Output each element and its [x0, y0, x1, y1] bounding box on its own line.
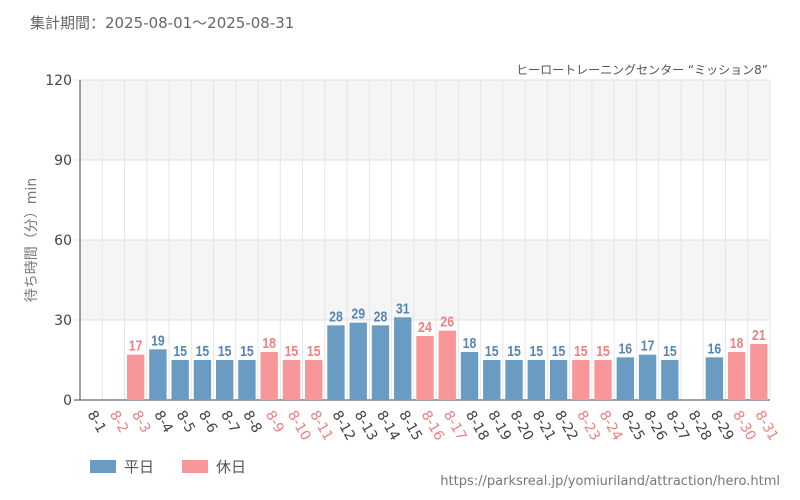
bar	[661, 360, 679, 400]
x-axis-ticks: 8-18-28-38-48-58-68-78-88-98-108-118-128…	[84, 408, 781, 444]
bar	[727, 352, 746, 400]
bar	[594, 360, 612, 400]
data-label: 15	[218, 343, 232, 359]
bar	[638, 354, 657, 400]
y-tick-label: 60	[54, 233, 72, 249]
x-tick-label: 8-31	[751, 408, 781, 444]
data-label: 15	[196, 343, 210, 359]
bar	[527, 360, 545, 400]
bar	[215, 360, 234, 400]
bar	[193, 360, 212, 400]
bar	[705, 357, 724, 400]
bar	[149, 349, 167, 400]
data-label: 24	[418, 319, 432, 335]
data-label: 16	[618, 340, 632, 356]
legend-item-weekday: 平日	[90, 456, 154, 477]
legend-swatch	[90, 460, 116, 473]
y-tick-label: 90	[54, 153, 72, 169]
bar	[238, 360, 256, 400]
bar	[394, 317, 412, 400]
plot-band	[80, 240, 770, 320]
data-label: 15	[507, 343, 521, 359]
data-label: 18	[463, 335, 477, 351]
data-label: 15	[485, 343, 499, 359]
data-label: 19	[151, 332, 165, 348]
chart-title: ヒーロートレーニングセンター “ミッション8”	[516, 63, 768, 77]
data-label: 15	[596, 343, 610, 359]
plot-band	[80, 80, 770, 160]
period-label: 集計期間：2025-08-01～2025-08-31	[30, 14, 295, 32]
legend-item-holiday: 休日	[182, 456, 246, 477]
data-label: 16	[708, 340, 722, 356]
bar	[282, 360, 301, 400]
bar	[416, 336, 434, 400]
bar	[438, 330, 456, 400]
bar	[126, 354, 145, 400]
y-axis-label: 待ち時間（分）min	[24, 178, 40, 302]
data-label: 15	[307, 343, 321, 359]
y-tick-label: 30	[54, 313, 72, 329]
bar	[171, 360, 189, 400]
bar	[616, 357, 635, 400]
x-tick-label: 8-4	[150, 408, 175, 436]
data-label: 15	[285, 343, 299, 359]
bar	[505, 360, 523, 400]
legend: 平日 休日	[90, 456, 246, 477]
data-label: 15	[552, 343, 566, 359]
data-label: 17	[129, 338, 143, 354]
data-label: 15	[173, 343, 187, 359]
x-tick-label: 8-2	[106, 408, 131, 436]
data-label: 15	[574, 343, 588, 359]
data-label: 28	[329, 308, 343, 324]
data-label: 18	[262, 335, 276, 351]
legend-swatch	[182, 460, 209, 473]
data-label: 28	[374, 308, 388, 324]
legend-label: 休日	[216, 458, 247, 476]
data-labels: 17 19 15 15 15 15 18 15 15 28 29 28 31 24 26 18 15 15 15 15…	[129, 300, 766, 359]
bars	[126, 317, 768, 400]
bar	[305, 360, 323, 400]
x-tick-label: 8-8	[239, 408, 264, 436]
x-tick-label: 8-7	[217, 408, 242, 436]
bar	[572, 360, 590, 400]
x-tick-label: 8-5	[173, 408, 198, 436]
x-tick-label: 8-9	[262, 408, 287, 436]
bar	[260, 352, 278, 400]
data-label: 26	[440, 314, 454, 330]
grid-lines	[74, 79, 771, 401]
y-tick-label: 0	[63, 393, 72, 409]
y-tick-label: 120	[45, 73, 72, 89]
data-label: 31	[396, 300, 410, 316]
bar	[483, 360, 501, 400]
bar	[549, 360, 568, 400]
x-tick-label: 8-3	[128, 408, 153, 436]
bar	[750, 344, 768, 400]
bar	[349, 322, 367, 400]
data-label: 15	[529, 343, 543, 359]
plot-band	[80, 160, 770, 240]
data-label: 18	[730, 335, 744, 351]
y-axis-ticks: 0 30 60 90 120	[45, 73, 72, 409]
data-label: 17	[641, 338, 655, 354]
data-label: 21	[752, 327, 766, 343]
bar	[371, 325, 390, 400]
source-url: https://parksreal.jp/yomiuriland/attract…	[440, 474, 780, 489]
data-label: 15	[663, 343, 677, 359]
x-tick-label: 8-6	[195, 408, 220, 436]
data-label: 15	[240, 343, 254, 359]
legend-label: 平日	[124, 458, 155, 476]
x-tick-label: 8-1	[84, 408, 109, 436]
data-label: 29	[351, 306, 365, 322]
bar	[327, 325, 345, 400]
bar	[460, 352, 479, 400]
